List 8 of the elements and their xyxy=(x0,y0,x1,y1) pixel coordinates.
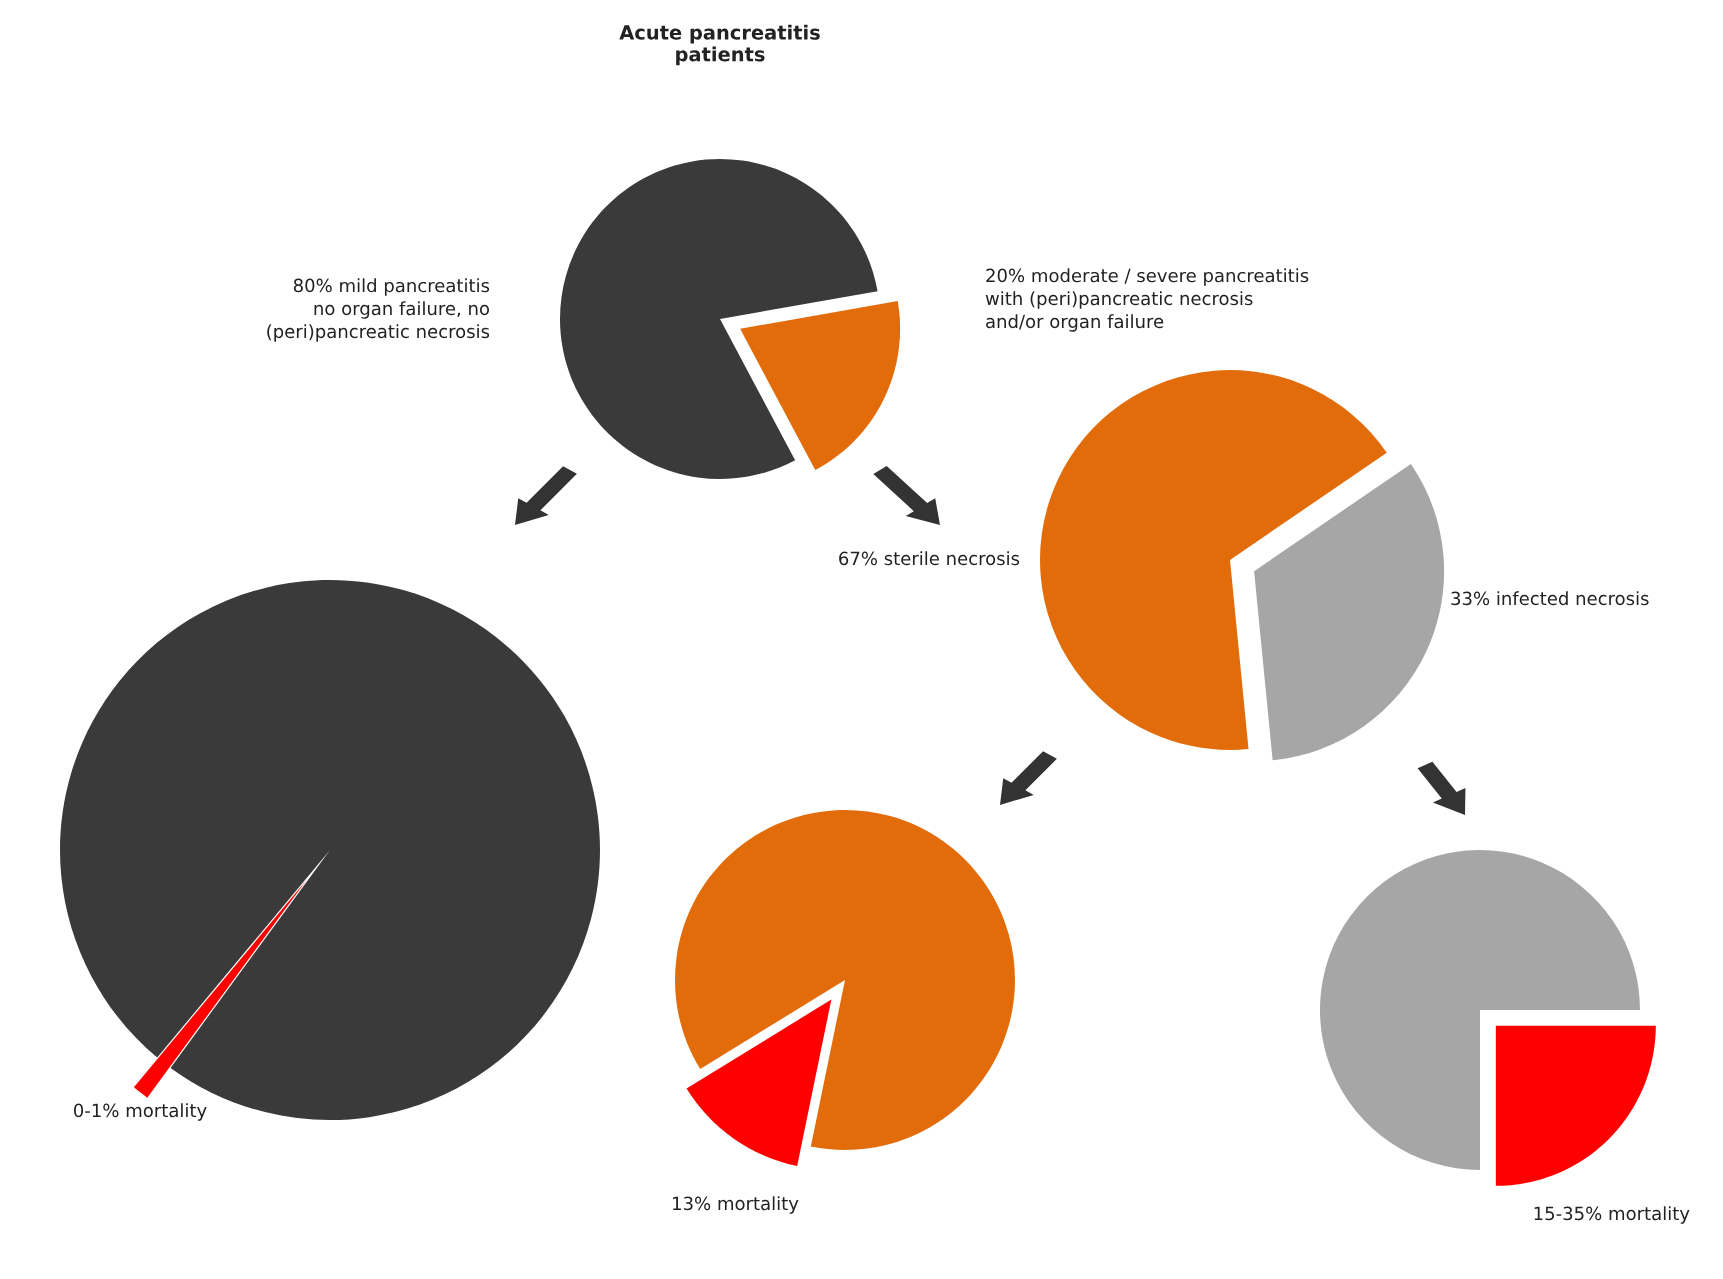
slice-label: 0-1% mortality xyxy=(74,1103,207,1121)
slice-label: 20% moderate / severe pancreatitis with (peri)pancreatic necrosis and/or organ failure xyxy=(985,268,1309,332)
slice-label: 80% mild pancreatitis no organ failure, no (peri)pancreatic necrosis xyxy=(267,278,490,342)
slice-label: 67% sterile necrosis xyxy=(839,551,1020,566)
chart-title: Acute pancreatitis patients xyxy=(619,24,820,66)
slice-label: 15-35% mortality xyxy=(1534,1206,1690,1224)
slice-label: 13% mortality xyxy=(673,1196,799,1214)
slice-label: 33% infected necrosis xyxy=(1451,591,1649,606)
